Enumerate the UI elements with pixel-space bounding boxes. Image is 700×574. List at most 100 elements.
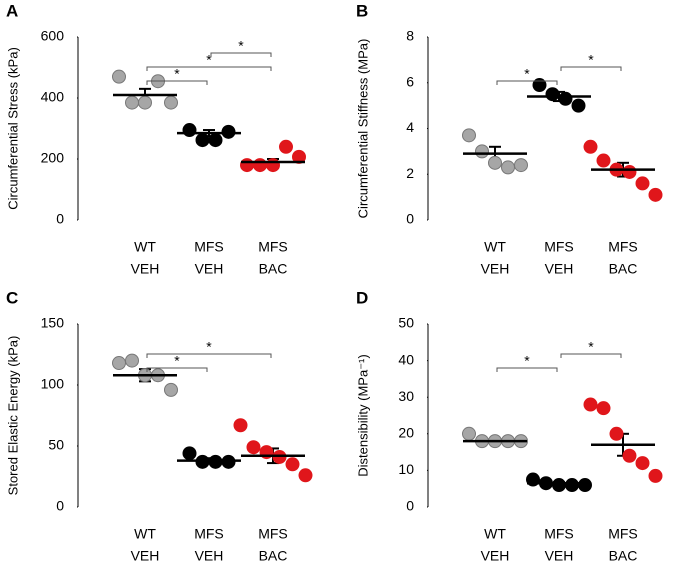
- data-point: [253, 158, 267, 173]
- data-point: [182, 446, 197, 461]
- y-tick-label: 200: [41, 150, 65, 166]
- data-point: [164, 382, 178, 397]
- x-tick-label: BAC: [259, 261, 288, 277]
- x-tick-label: VEH: [131, 548, 160, 564]
- x-tick-label: BAC: [259, 548, 288, 564]
- significance-label: *: [588, 52, 594, 68]
- significance-bracket: [146, 367, 208, 372]
- significance-label: *: [206, 339, 212, 355]
- data-point: [125, 353, 139, 368]
- data-point: [240, 158, 254, 173]
- y-tick-label: 50: [48, 437, 64, 453]
- y-tick-label: 10: [398, 461, 414, 477]
- x-tick-label: MFS: [608, 239, 638, 255]
- significance-label: *: [174, 353, 180, 369]
- x-tick-label: VEH: [481, 548, 510, 564]
- data-point: [488, 155, 502, 170]
- y-tick-label: 30: [398, 388, 414, 404]
- y-tick-label: 600: [41, 28, 65, 44]
- y-tick-label: 50: [398, 315, 414, 331]
- x-tick-label: VEH: [195, 261, 224, 277]
- data-point: [138, 95, 152, 110]
- significance-bracket: [560, 353, 622, 358]
- significance-label: *: [588, 339, 594, 355]
- data-point: [195, 133, 210, 148]
- data-point: [266, 158, 280, 173]
- y-tick-label: 400: [41, 89, 65, 105]
- panel: B Circumferential Stiffness (MPa) 0 2 4 6 8 WT V…: [355, 1, 663, 277]
- panel-letter: D: [356, 288, 368, 307]
- x-tick-label: MFS: [608, 526, 638, 542]
- x-tick-label: VEH: [545, 548, 574, 564]
- significance-bracket: [146, 353, 272, 358]
- data-point: [285, 457, 300, 472]
- y-tick-label: 100: [41, 376, 65, 392]
- data-point: [233, 418, 248, 433]
- data-point: [208, 133, 223, 148]
- y-tick-label: 150: [41, 315, 65, 331]
- significance-bracket: [146, 66, 272, 71]
- y-axis-label: Circumferential Stress (kPa): [5, 47, 20, 210]
- x-tick-label: WT: [484, 239, 506, 255]
- x-tick-label: MFS: [258, 239, 288, 255]
- x-tick-label: VEH: [481, 261, 510, 277]
- x-tick-label: VEH: [195, 548, 224, 564]
- y-axis-label: Distensibility (MPa⁻¹): [355, 354, 370, 476]
- panel-letter: C: [6, 288, 18, 307]
- data-point: [501, 160, 515, 175]
- significance-bracket: [496, 80, 558, 85]
- x-tick-label: WT: [134, 526, 156, 542]
- panel-letter: A: [6, 1, 18, 20]
- data-point: [622, 164, 637, 179]
- panel-letter: B: [356, 1, 368, 20]
- data-point: [571, 98, 586, 113]
- significance-bracket: [560, 66, 622, 71]
- x-tick-label: MFS: [194, 239, 224, 255]
- data-point: [164, 95, 178, 110]
- data-point: [622, 448, 637, 463]
- x-tick-label: BAC: [609, 261, 638, 277]
- x-tick-label: BAC: [609, 548, 638, 564]
- x-tick-label: VEH: [545, 261, 574, 277]
- data-point: [462, 128, 476, 143]
- data-point: [182, 123, 197, 138]
- significance-label: *: [524, 66, 530, 82]
- y-tick-label: 0: [406, 211, 414, 227]
- data-point: [648, 468, 663, 483]
- data-point: [246, 440, 261, 455]
- y-tick-label: 0: [56, 498, 64, 514]
- data-point: [635, 456, 650, 471]
- x-tick-label: MFS: [194, 526, 224, 542]
- data-point: [125, 95, 139, 110]
- data-point: [565, 478, 579, 493]
- significance-label: *: [174, 66, 180, 82]
- significance-bracket: [210, 52, 272, 57]
- y-tick-label: 8: [406, 28, 414, 44]
- panel: C Stored Elastic Energy (kPa) 0 50 100 150 WT V…: [5, 288, 313, 564]
- significance-label: *: [206, 52, 212, 68]
- y-tick-label: 6: [406, 73, 414, 89]
- data-point: [462, 426, 476, 441]
- data-point: [514, 158, 528, 173]
- data-point: [596, 153, 611, 168]
- y-axis-label: Stored Elastic Energy (kPa): [5, 336, 20, 496]
- y-tick-label: 40: [398, 351, 414, 367]
- panel: A Circumferential Stress (kPa) 0 200 400 600 W…: [5, 1, 306, 277]
- data-point: [648, 187, 663, 202]
- data-point: [635, 176, 650, 191]
- x-tick-label: MFS: [258, 526, 288, 542]
- y-tick-label: 0: [406, 498, 414, 514]
- data-point: [298, 468, 313, 483]
- data-point: [545, 87, 560, 102]
- x-tick-label: MFS: [544, 239, 574, 255]
- data-point: [112, 356, 126, 371]
- y-tick-label: 2: [406, 165, 414, 181]
- significance-label: *: [524, 353, 530, 369]
- x-tick-label: WT: [134, 239, 156, 255]
- x-tick-label: MFS: [544, 526, 574, 542]
- y-axis-label: Circumferential Stiffness (MPa): [355, 39, 370, 219]
- x-tick-label: WT: [484, 526, 506, 542]
- data-point: [609, 426, 624, 441]
- data-point: [532, 78, 547, 93]
- y-tick-label: 20: [398, 425, 414, 441]
